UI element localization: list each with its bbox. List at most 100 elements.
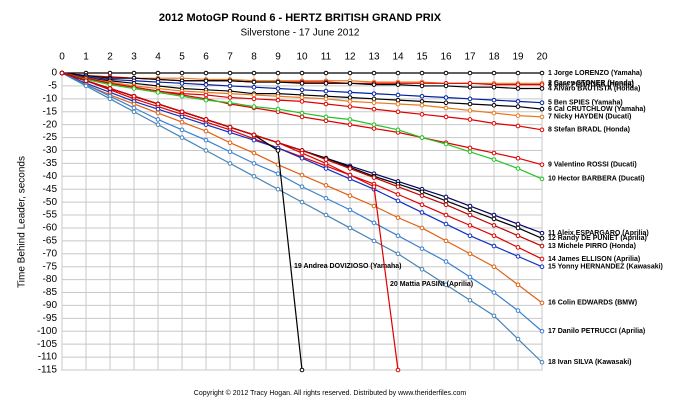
series-label: 4 Alvaro BAUTISTA (Honda) (548, 85, 640, 92)
point (419, 99, 425, 104)
y-tick-label: -90 (43, 300, 58, 311)
point (539, 100, 545, 105)
point (419, 202, 425, 208)
point (491, 150, 497, 156)
y-tick-label: -50 (43, 197, 58, 208)
point (515, 70, 521, 76)
point (131, 70, 137, 76)
point (467, 149, 473, 155)
point (491, 290, 497, 295)
point (203, 137, 209, 143)
point (539, 235, 545, 241)
y-tick-label: -35 (43, 158, 58, 169)
point (275, 186, 281, 192)
series-label: 10 Hector BARBERA (Ducati) (548, 176, 645, 183)
point (539, 162, 545, 167)
point (275, 79, 281, 85)
point (467, 274, 473, 280)
point (179, 127, 185, 133)
series-label: 18 Ivan SILVA (Kawasaki) (548, 359, 632, 366)
point (371, 106, 377, 112)
point (467, 81, 473, 86)
point (539, 106, 545, 112)
point (107, 70, 113, 76)
series-label: 6 Cal CRUTCHLOW (Yamaha) (548, 106, 646, 113)
point (443, 202, 449, 208)
point (155, 79, 161, 85)
x-tick-label: 2 (107, 52, 113, 63)
point (347, 81, 353, 86)
series-label: 20 Mattia PASINI (Aprilia) (390, 281, 473, 288)
y-tick-label: -55 (43, 210, 58, 221)
point (419, 102, 425, 108)
point (227, 124, 233, 130)
point (515, 245, 521, 250)
point (443, 114, 449, 120)
y-tick-label: -100 (37, 326, 57, 337)
point (419, 246, 425, 251)
point (155, 110, 161, 116)
point (491, 233, 497, 239)
point (467, 251, 473, 257)
x-tick-label: 4 (155, 52, 161, 63)
point (515, 225, 521, 231)
y-tick-label: -65 (43, 236, 58, 247)
point (395, 82, 401, 87)
series-label: 13 Michele PIRRO (Honda) (548, 243, 636, 250)
point (179, 119, 185, 125)
point (371, 126, 377, 131)
point (299, 199, 305, 205)
chart-title: 2012 MotoGP Round 6 - HERTZ BRITISH GRAN… (159, 12, 442, 24)
point (131, 109, 137, 115)
y-tick-label: -75 (43, 261, 58, 272)
point (347, 90, 353, 95)
point (251, 70, 257, 76)
x-tick-label: 17 (464, 52, 476, 63)
point (347, 70, 353, 76)
point (227, 161, 233, 166)
point (275, 70, 281, 76)
point (227, 83, 233, 89)
point (419, 135, 425, 140)
point (299, 367, 305, 373)
point (347, 193, 353, 198)
point (539, 328, 545, 334)
point (515, 221, 521, 227)
point (395, 184, 401, 189)
point (203, 117, 209, 122)
point (275, 97, 281, 103)
point (443, 194, 449, 200)
footer: Copyright © 2012 Tracy Hogan. All rights… (194, 389, 467, 397)
point (467, 84, 473, 90)
point (395, 70, 401, 76)
point (323, 88, 329, 94)
point (491, 243, 497, 249)
point (323, 195, 329, 201)
point (347, 172, 353, 178)
point (515, 166, 521, 171)
point (371, 203, 377, 209)
point (227, 130, 233, 135)
point (155, 122, 161, 127)
point (515, 155, 521, 161)
point (251, 104, 257, 109)
point (347, 166, 353, 171)
point (107, 96, 113, 102)
point (395, 92, 401, 98)
point (275, 93, 281, 99)
point (395, 233, 401, 239)
point (515, 99, 521, 104)
y-tick-label: -15 (43, 106, 58, 117)
point (443, 105, 449, 111)
point (251, 132, 257, 138)
point (419, 70, 425, 76)
point (443, 100, 449, 105)
point (299, 95, 305, 100)
point (347, 176, 353, 182)
point (227, 91, 233, 96)
point (323, 166, 329, 171)
point (395, 127, 401, 133)
x-tick-label: 8 (251, 52, 257, 63)
point (323, 212, 329, 218)
point (443, 95, 449, 100)
